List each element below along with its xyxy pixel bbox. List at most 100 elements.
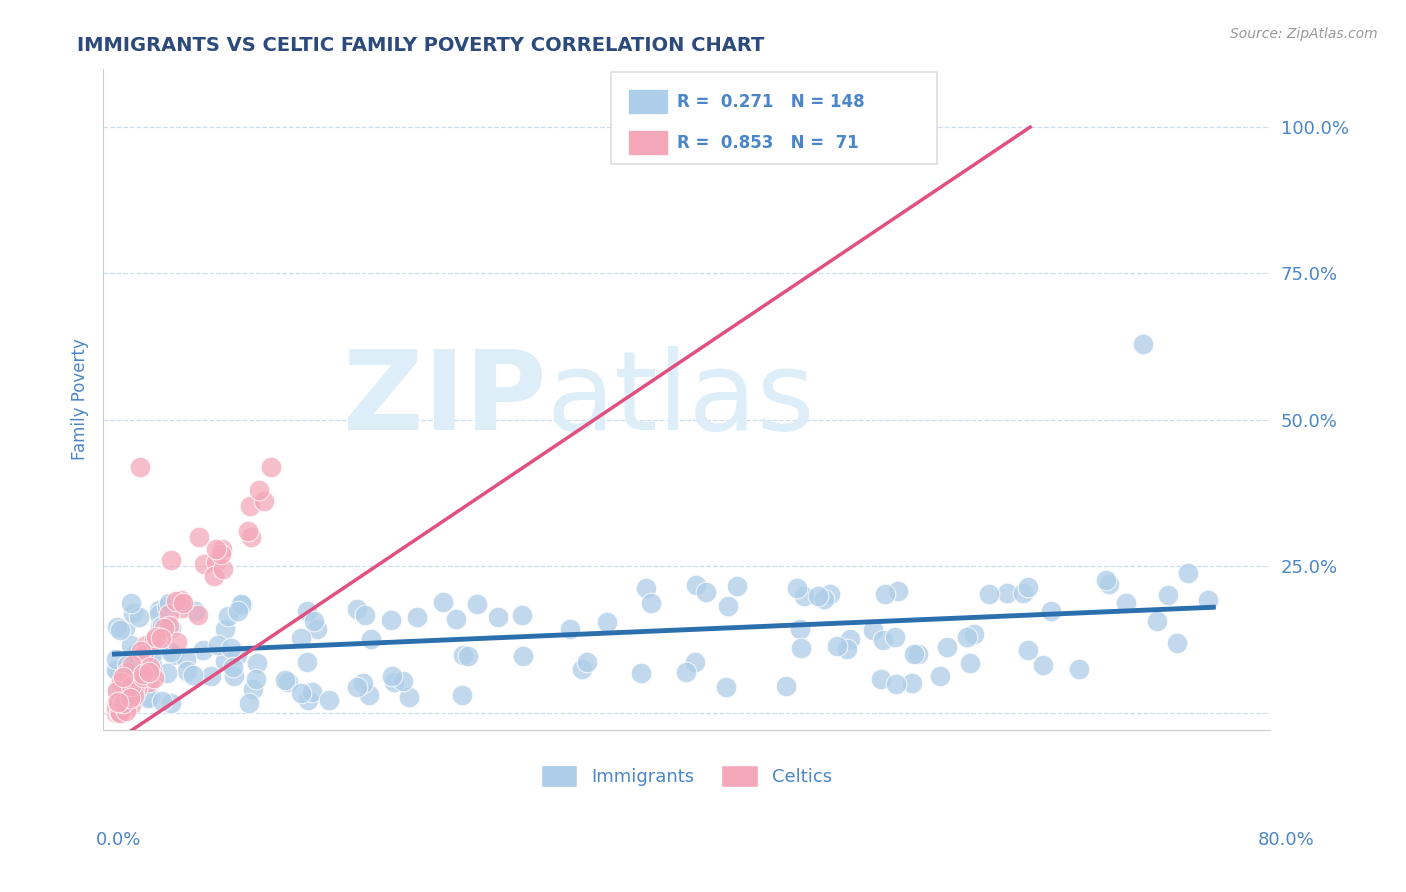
Point — [112, 670, 135, 684]
Point — [122, 606, 145, 620]
Point — [129, 674, 152, 689]
Point — [301, 684, 323, 698]
Point — [245, 673, 267, 687]
Point — [148, 607, 170, 621]
Point — [105, 620, 128, 634]
Text: R =  0.271   N = 148: R = 0.271 N = 148 — [678, 93, 865, 111]
Point — [142, 671, 165, 685]
Point — [725, 578, 748, 592]
Text: 80.0%: 80.0% — [1258, 831, 1315, 849]
Point — [107, 681, 129, 696]
Point — [135, 638, 157, 652]
Point — [221, 660, 243, 674]
Point — [149, 619, 172, 633]
Point — [786, 581, 808, 595]
Point — [121, 657, 143, 672]
Y-axis label: Family Poverty: Family Poverty — [72, 338, 89, 460]
Point — [124, 684, 146, 698]
Point — [1097, 577, 1119, 591]
Point — [318, 693, 340, 707]
Point — [451, 688, 474, 702]
Point — [148, 603, 170, 617]
Point — [1017, 642, 1039, 657]
Point — [253, 493, 276, 508]
Point — [685, 577, 707, 591]
Point — [217, 609, 239, 624]
Point — [274, 673, 297, 687]
Point — [136, 691, 159, 706]
Point — [136, 667, 159, 681]
Point — [228, 604, 250, 618]
Point — [214, 622, 236, 636]
Point — [131, 643, 153, 657]
Point — [360, 632, 382, 646]
Point — [114, 690, 136, 705]
Point — [159, 596, 181, 610]
Point — [162, 648, 184, 662]
Point — [685, 655, 707, 669]
Point — [132, 667, 155, 681]
Point — [359, 688, 381, 702]
Point — [231, 597, 253, 611]
Point — [134, 673, 156, 687]
Point — [307, 623, 329, 637]
Point — [107, 665, 129, 679]
Point — [887, 584, 910, 599]
Point — [406, 609, 429, 624]
Point — [193, 557, 215, 571]
Point — [1115, 596, 1137, 610]
Point — [465, 597, 488, 611]
Point — [122, 690, 145, 704]
Point — [290, 631, 312, 645]
Point — [104, 663, 127, 677]
Point — [120, 690, 142, 705]
Point — [813, 592, 835, 607]
Point — [156, 666, 179, 681]
Point — [872, 632, 894, 647]
Point — [862, 623, 884, 637]
Point — [640, 597, 662, 611]
Point — [132, 647, 155, 661]
Point — [575, 655, 598, 669]
Point — [936, 640, 959, 654]
FancyBboxPatch shape — [610, 72, 938, 164]
Point — [354, 607, 377, 622]
Text: ZIP: ZIP — [343, 346, 547, 453]
Point — [901, 675, 924, 690]
Point — [139, 660, 162, 674]
Point — [114, 622, 136, 636]
Point — [630, 665, 652, 680]
Point — [211, 562, 233, 576]
Point — [1177, 566, 1199, 580]
Point — [818, 587, 841, 601]
Point — [512, 648, 534, 663]
Point — [120, 596, 142, 610]
Point — [716, 599, 738, 613]
Point — [695, 585, 717, 599]
Point — [172, 596, 194, 610]
Point — [138, 674, 160, 689]
Point — [1095, 574, 1118, 588]
Point — [381, 669, 404, 683]
Point — [110, 682, 132, 697]
Point — [128, 459, 150, 474]
Point — [108, 623, 131, 637]
Point — [807, 590, 830, 604]
Point — [1039, 603, 1062, 617]
Point — [187, 530, 209, 544]
Point — [512, 608, 534, 623]
Point — [884, 677, 907, 691]
Point — [166, 635, 188, 649]
Point — [634, 582, 657, 596]
Point — [104, 700, 127, 714]
Point — [219, 640, 242, 655]
Point — [143, 633, 166, 648]
Point — [145, 631, 167, 645]
Point — [120, 698, 142, 713]
Point — [112, 689, 135, 703]
Point — [181, 667, 204, 681]
Point — [141, 664, 163, 678]
Point — [457, 649, 479, 664]
Point — [929, 669, 952, 683]
Point — [571, 662, 593, 676]
